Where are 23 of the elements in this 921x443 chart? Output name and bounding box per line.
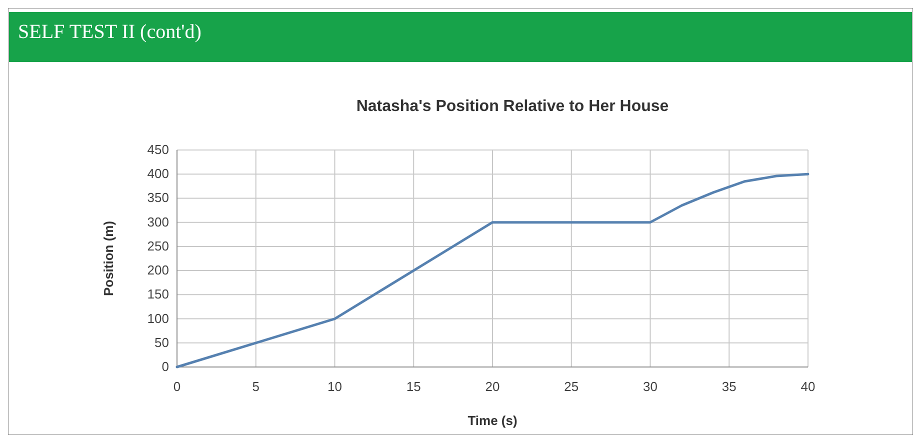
chart-title: Natasha's Position Relative to Her House (356, 98, 669, 115)
text: SELF TEST II (cont'd) (18, 21, 202, 43)
y-tick-label: 200 (147, 262, 169, 278)
x-axis-title: Time (s) (468, 413, 518, 428)
x-tick-label: 0 (173, 379, 181, 394)
y-tick-label: 50 (154, 334, 169, 350)
x-tick-label: 25 (564, 379, 579, 394)
x-tick-label: 35 (722, 379, 736, 394)
y-tick-label: 0 (162, 359, 169, 374)
x-tick-label: 30 (643, 379, 658, 394)
y-tick-label: 250 (147, 238, 169, 254)
y-tick-label: 300 (147, 214, 169, 230)
y-tick-label: 350 (147, 190, 169, 206)
y-tick-label: 400 (147, 166, 169, 182)
x-tick-label: 20 (485, 379, 500, 394)
x-tick-label: 15 (406, 379, 421, 394)
y-tick-label: 150 (147, 286, 169, 302)
x-tick-label: 10 (328, 379, 342, 394)
y-tick-label: 450 (147, 142, 169, 157)
x-tick-label: 5 (252, 379, 260, 394)
y-axis-title: Position (m) (101, 220, 116, 296)
y-tick-label: 100 (147, 310, 169, 326)
x-tick-label: 40 (800, 379, 816, 394)
